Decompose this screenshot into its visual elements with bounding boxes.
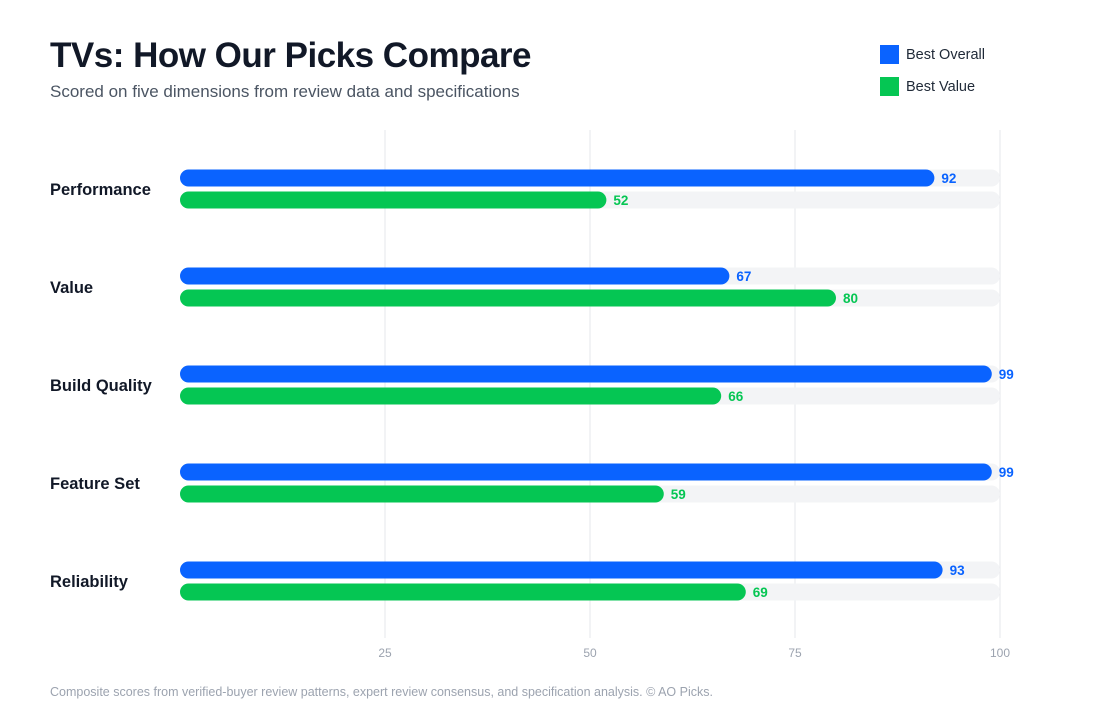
bar-feature-set-best-value: [180, 485, 664, 503]
bar-reliability-best-overall: [180, 561, 943, 579]
x-tick-label-25: 25: [378, 646, 392, 660]
legend-label-best-overall: Best Overall: [906, 46, 985, 63]
x-tick-label-75: 75: [788, 646, 802, 660]
data-label-performance-best-value: 52: [613, 193, 628, 208]
bar-feature-set-best-overall: [180, 463, 992, 481]
category-label-performance: Performance: [50, 181, 151, 199]
legend-label-best-value: Best Value: [906, 78, 976, 95]
legend-swatch-best-value: [880, 77, 899, 96]
bar-performance-best-value: [180, 191, 607, 209]
legend-item-best-value: Best Value: [880, 77, 985, 96]
footnote: Composite scores from verified-buyer rev…: [50, 685, 713, 699]
category-label-reliability: Reliability: [50, 573, 129, 591]
chart-title: TVs: How Our Picks Compare: [50, 36, 532, 75]
data-label-value-best-value: 80: [843, 291, 858, 306]
legend-item-best-overall: Best Overall: [880, 45, 985, 64]
data-label-reliability-best-overall: 93: [950, 563, 966, 578]
data-label-build-quality-best-overall: 99: [999, 367, 1014, 382]
bar-performance-best-overall: [180, 169, 935, 187]
x-tick-label-50: 50: [583, 646, 597, 660]
chart-subtitle: Scored on five dimensions from review da…: [50, 82, 520, 101]
bar-value-best-value: [180, 289, 836, 307]
data-label-feature-set-best-overall: 99: [999, 465, 1014, 480]
bar-value-best-overall: [180, 267, 730, 285]
legend: Best Overall Best Value: [880, 45, 985, 109]
bar-build-quality-best-overall: [180, 365, 992, 383]
legend-swatch-best-overall: [880, 45, 899, 64]
data-label-performance-best-overall: 92: [941, 171, 956, 186]
category-label-build-quality: Build Quality: [50, 377, 153, 395]
x-tick-label-100: 100: [990, 646, 1010, 660]
bar-reliability-best-value: [180, 583, 746, 601]
category-label-feature-set: Feature Set: [50, 475, 140, 493]
data-label-build-quality-best-value: 66: [728, 389, 744, 404]
bar-build-quality-best-value: [180, 387, 722, 405]
data-label-value-best-overall: 67: [736, 269, 751, 284]
data-label-feature-set-best-value: 59: [671, 487, 686, 502]
category-label-value: Value: [50, 279, 93, 297]
data-label-reliability-best-value: 69: [753, 585, 768, 600]
